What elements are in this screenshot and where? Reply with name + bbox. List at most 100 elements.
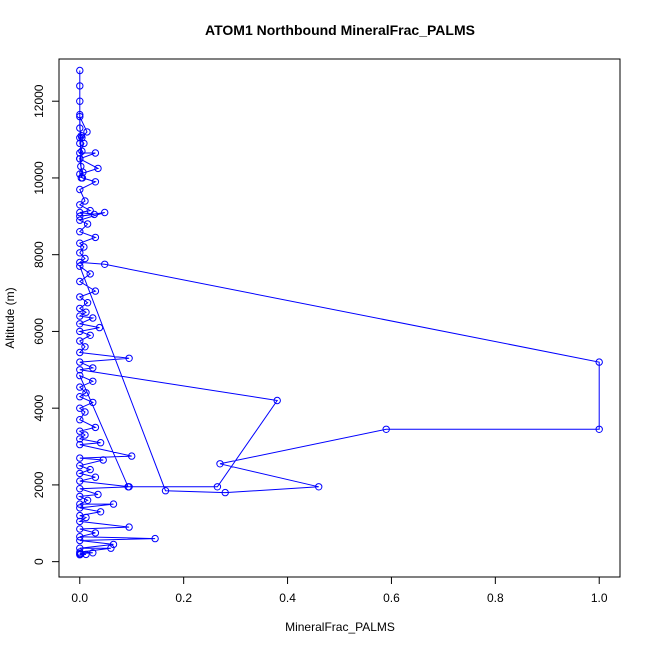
data-point: [91, 149, 100, 157]
data-point: [76, 262, 84, 270]
data-point: [76, 124, 84, 132]
data-point: [76, 228, 84, 236]
data-point: [76, 170, 84, 178]
data-point: [101, 208, 109, 217]
y-tick-label: 4000: [32, 395, 46, 422]
data-point: [76, 249, 84, 257]
data-point: [125, 354, 133, 362]
data-point: [76, 440, 84, 449]
data-point: [82, 308, 90, 316]
data-point: [95, 323, 104, 332]
data-point: [89, 549, 97, 557]
series-layer: [76, 66, 603, 559]
data-point: [76, 134, 84, 142]
data-point: [221, 488, 229, 497]
data-point: [76, 504, 84, 512]
data-point: [76, 320, 84, 328]
data-point: [76, 239, 84, 247]
data-point: [128, 452, 136, 460]
data-point: [89, 314, 97, 322]
data-point: [76, 110, 84, 119]
data-point: [76, 393, 84, 401]
data-point: [96, 508, 105, 516]
x-tick-label: 0.4: [279, 591, 296, 605]
data-point: [78, 174, 87, 182]
data-point: [76, 477, 84, 485]
x-tick-label: 0.0: [71, 591, 88, 605]
data-point: [89, 398, 97, 407]
data-point: [76, 492, 84, 501]
data-point: [382, 425, 390, 433]
y-tick-label: 12000: [32, 84, 46, 118]
data-point: [76, 517, 84, 526]
data-point: [76, 155, 84, 163]
data-point: [81, 431, 89, 439]
data-point: [76, 533, 84, 541]
data-point: [76, 485, 84, 493]
data-point: [81, 408, 89, 416]
data-point: [76, 551, 84, 559]
data-point: [76, 258, 84, 267]
data-point: [315, 483, 323, 491]
x-axis: 0.0 0.2 0.4 0.6 0.8 1.0: [71, 576, 608, 605]
data-point: [76, 216, 84, 224]
data-point: [213, 483, 222, 491]
data-point: [94, 490, 102, 499]
data-point: [77, 550, 85, 558]
data-point: [90, 210, 99, 219]
data-point: [96, 439, 105, 447]
data-point: [107, 544, 115, 552]
y-tick-label: 10000: [32, 161, 46, 195]
data-point: [595, 358, 603, 366]
data-point: [76, 383, 84, 391]
data-point: [86, 206, 94, 215]
data-point: [76, 427, 84, 435]
y-tick-label: 6000: [32, 318, 46, 345]
data-point: [91, 178, 100, 186]
data-point: [76, 371, 84, 380]
data-point: [151, 534, 159, 543]
x-tick-label: 0.2: [175, 591, 192, 605]
data-point: [216, 460, 224, 468]
data-point: [595, 425, 603, 433]
data-point: [161, 487, 170, 495]
data-point: [76, 212, 84, 221]
data-point: [91, 473, 100, 481]
data-point: [76, 366, 84, 374]
data-point: [76, 462, 84, 470]
data-point: [76, 358, 84, 366]
x-tick-label: 0.6: [383, 591, 400, 605]
chart-title: ATOM1 Northbound MineralFrac_PALMS: [205, 22, 475, 38]
data-point: [83, 299, 92, 307]
data-point: [76, 337, 84, 345]
data-point: [89, 377, 97, 385]
x-axis-title: MineralFrac_PALMS: [285, 620, 395, 634]
data-point: [83, 220, 92, 228]
data-point: [76, 348, 84, 357]
data-point: [81, 197, 89, 205]
data-point: [99, 456, 107, 464]
x-tick-label: 1.0: [591, 591, 608, 605]
data-point: [76, 536, 84, 545]
series-line: [77, 70, 600, 556]
y-tick-label: 0: [32, 558, 46, 565]
data-point: [82, 389, 90, 397]
y-tick-label: 8000: [32, 241, 46, 268]
y-axis-title: Altitude (m): [3, 287, 17, 348]
data-point: [76, 149, 84, 157]
data-point: [81, 254, 89, 263]
data-point: [91, 233, 100, 242]
data-point: [86, 331, 94, 339]
data-point: [83, 128, 91, 136]
y-tick-label: 2000: [32, 471, 46, 498]
data-point: [76, 469, 84, 478]
data-point: [76, 97, 84, 105]
data-point: [76, 208, 84, 217]
data-point: [101, 260, 109, 268]
data-point: [76, 327, 84, 336]
data-point: [94, 164, 102, 173]
data-point: [81, 343, 89, 351]
data-point: [80, 243, 88, 251]
